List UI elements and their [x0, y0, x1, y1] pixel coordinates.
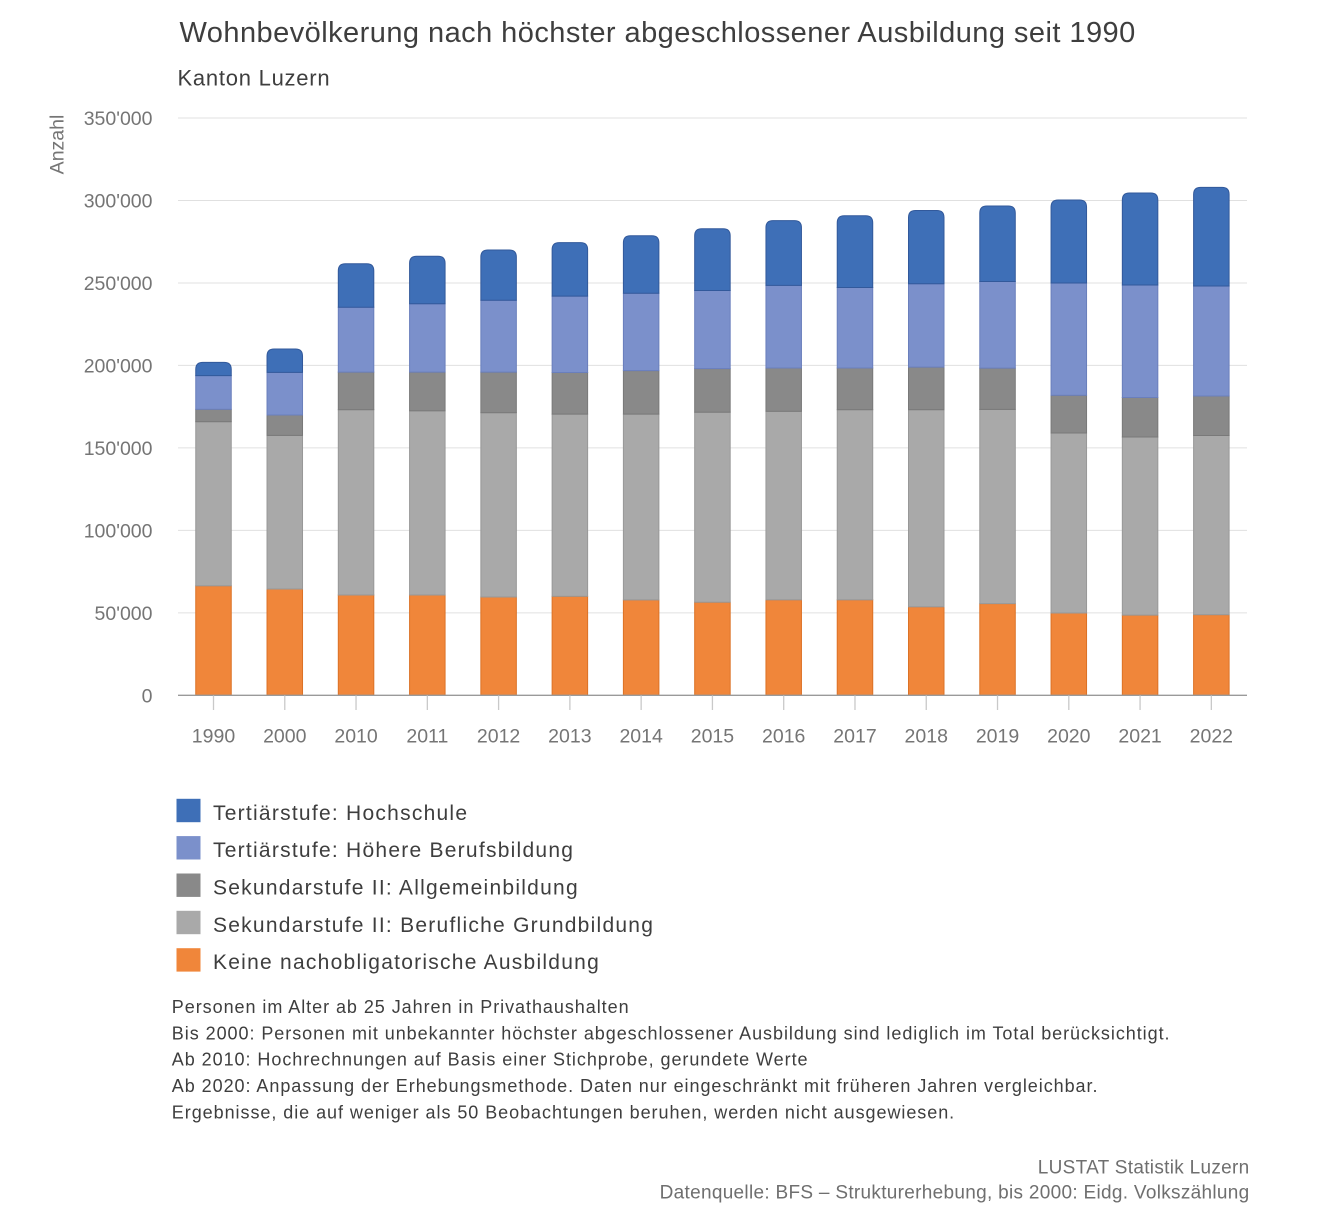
svg-text:LUSTAT Statistik Luzern: LUSTAT Statistik Luzern — [1038, 1158, 1250, 1179]
svg-text:0: 0 — [142, 685, 153, 707]
svg-text:Keine nachobligatorische Ausbi: Keine nachobligatorische Ausbildung — [213, 951, 600, 974]
svg-text:2013: 2013 — [548, 726, 591, 748]
svg-text:300'000: 300'000 — [84, 191, 153, 213]
svg-text:Ab 2020: Anpassung der Erhebun: Ab 2020: Anpassung der Erhebungsmethode.… — [172, 1076, 1099, 1096]
svg-text:200'000: 200'000 — [84, 355, 153, 377]
svg-text:Personen im Alter ab 25 Jahren: Personen im Alter ab 25 Jahren in Privat… — [172, 997, 630, 1017]
svg-text:2016: 2016 — [762, 726, 805, 748]
svg-text:2022: 2022 — [1190, 726, 1233, 748]
svg-text:2018: 2018 — [905, 726, 948, 748]
svg-text:2015: 2015 — [691, 726, 735, 748]
svg-text:50'000: 50'000 — [95, 603, 153, 625]
svg-text:1990: 1990 — [192, 726, 236, 748]
svg-text:Ergebnisse, die auf weniger al: Ergebnisse, die auf weniger als 50 Beoba… — [172, 1103, 955, 1123]
svg-text:2014: 2014 — [619, 726, 663, 748]
svg-text:Datenquelle: BFS – Strukturerh: Datenquelle: BFS – Strukturerhebung, bis… — [660, 1183, 1250, 1204]
svg-text:Ab 2010: Hochrechnungen auf Ba: Ab 2010: Hochrechnungen auf Basis einer … — [172, 1050, 809, 1070]
svg-text:Tertiärstufe: Hochschule: Tertiärstufe: Hochschule — [213, 802, 468, 825]
svg-text:2011: 2011 — [406, 726, 448, 748]
svg-text:2020: 2020 — [1047, 726, 1091, 748]
svg-text:2017: 2017 — [833, 726, 876, 748]
svg-text:Bis 2000: Personen mit unbekan: Bis 2000: Personen mit unbekannter höchs… — [172, 1023, 1171, 1043]
svg-text:150'000: 150'000 — [84, 438, 153, 460]
svg-text:2012: 2012 — [477, 726, 520, 748]
svg-text:350'000: 350'000 — [84, 108, 153, 130]
svg-text:2010: 2010 — [334, 726, 378, 748]
svg-text:2021: 2021 — [1118, 726, 1161, 748]
svg-text:Wohnbevölkerung nach höchster: Wohnbevölkerung nach höchster abgeschlos… — [180, 17, 1136, 49]
svg-text:Sekundarstufe II: Allgemeinbil: Sekundarstufe II: Allgemeinbildung — [213, 877, 579, 900]
svg-text:Anzahl: Anzahl — [47, 115, 69, 175]
svg-text:Kanton Luzern: Kanton Luzern — [178, 65, 331, 90]
svg-text:2019: 2019 — [976, 726, 1019, 748]
svg-text:100'000: 100'000 — [84, 520, 153, 542]
svg-text:2000: 2000 — [263, 726, 307, 748]
svg-text:Sekundarstufe II: Berufliche G: Sekundarstufe II: Berufliche Grundbildun… — [213, 914, 654, 937]
svg-text:Tertiärstufe: Höhere Berufsbil: Tertiärstufe: Höhere Berufsbildung — [213, 839, 574, 862]
svg-text:250'000: 250'000 — [84, 273, 153, 295]
